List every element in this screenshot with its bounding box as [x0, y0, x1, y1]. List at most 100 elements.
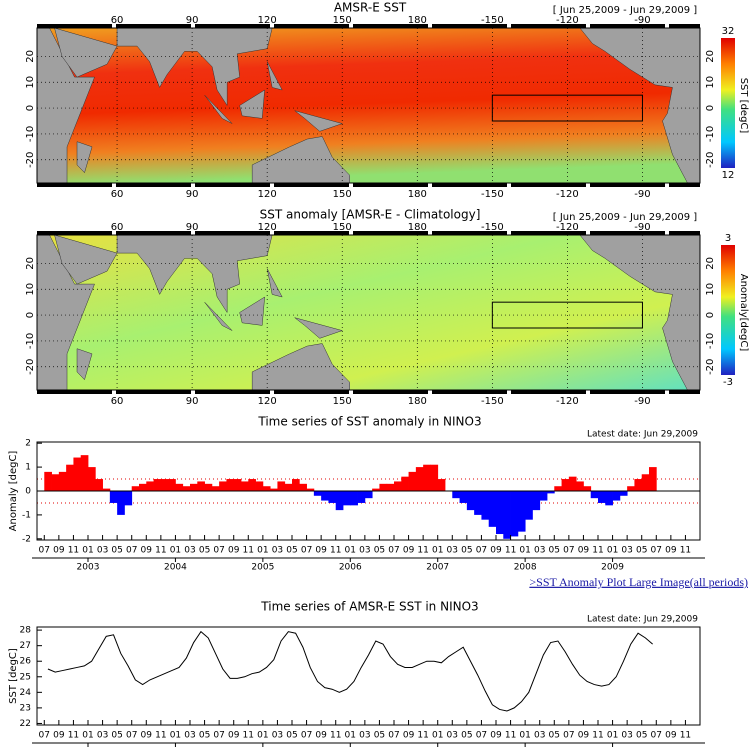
x-tick-label: 07: [563, 731, 574, 741]
anomaly-bar: [481, 491, 490, 520]
x-tick-label: 09: [403, 546, 415, 556]
x-tick-label: 11: [417, 731, 428, 741]
x-tick-label: 01: [257, 731, 268, 741]
x-tick-label: 01: [519, 731, 530, 741]
anomaly-bar: [270, 488, 278, 491]
anomaly-bar: [284, 483, 293, 491]
map-field: [37, 28, 700, 183]
x-tick-label: 11: [243, 546, 254, 556]
y-tick-label: 23: [20, 703, 31, 713]
anomaly-bar: [503, 491, 511, 539]
lon-label: 150: [333, 396, 352, 407]
anomaly-bar: [168, 479, 176, 491]
lon-label: -120: [556, 396, 579, 407]
x-tick-label: 11: [592, 546, 603, 556]
x-tick-label: 05: [636, 546, 647, 556]
year-label: 2005: [251, 563, 274, 573]
lat-label: 0: [705, 312, 716, 318]
x-tick-label: 05: [461, 546, 472, 556]
x-tick-label: 03: [359, 731, 370, 741]
lon-label: 120: [258, 396, 277, 407]
x-tick-label: 01: [607, 546, 618, 556]
anomaly-bar: [474, 491, 482, 515]
anomaly-bar: [583, 486, 592, 491]
colorbar-label: SST [degC]: [738, 78, 749, 134]
x-tick-label: 09: [403, 731, 415, 741]
anomaly-bar: [415, 467, 424, 491]
lon-label: 180: [408, 396, 427, 407]
anomaly-bar: [131, 486, 140, 491]
x-tick-label: 03: [184, 546, 195, 556]
year-label: 2007: [426, 563, 449, 573]
anomaly-bar: [379, 483, 388, 491]
chart-title: Time series of AMSR-E SST in NINO3: [260, 600, 478, 614]
anomaly-bar: [612, 491, 621, 501]
anomaly-bar: [299, 483, 307, 491]
x-tick-label: 09: [228, 731, 240, 741]
lat-label: 0: [25, 105, 36, 111]
link-text[interactable]: >SST Anomaly Plot Large Image(all period…: [529, 575, 748, 589]
lat-label: -10: [705, 333, 716, 349]
y-tick-label: 22: [20, 719, 31, 729]
y-tick-label: 27: [20, 641, 31, 651]
lon-label: -90: [634, 222, 650, 233]
anomaly-bar: [175, 483, 184, 491]
anomaly-bar: [335, 491, 344, 511]
x-tick-label: 01: [170, 546, 181, 556]
x-tick-label: 11: [155, 731, 166, 741]
y-tick-label: 1: [25, 463, 31, 473]
lon-label: 90: [186, 15, 199, 26]
anomaly-bar: [605, 491, 613, 506]
anomaly-bar: [634, 479, 643, 491]
x-tick-label: 07: [651, 546, 662, 556]
x-tick-label: 09: [490, 546, 502, 556]
lon-label: -150: [481, 189, 504, 200]
x-tick-label: 07: [126, 731, 137, 741]
x-tick-label: 11: [68, 731, 79, 741]
anomaly-bar: [510, 491, 519, 537]
lon-label: -90: [634, 396, 650, 407]
x-tick-label: 05: [111, 546, 122, 556]
y-tick-label: 24: [20, 688, 32, 698]
land: [116, 27, 273, 107]
latest-date: Latest date: Jun 29,2009: [587, 615, 698, 625]
lat-label: 20: [25, 257, 36, 270]
x-tick-label: 03: [621, 731, 632, 741]
nino3-box: [491, 94, 643, 122]
lat-label: 10: [705, 76, 716, 89]
anomaly-bar: [517, 491, 526, 532]
y-tick-label: 26: [20, 657, 32, 667]
land: [239, 89, 265, 119]
anomaly-bar: [627, 486, 635, 491]
land: [294, 317, 344, 339]
lon-label: -90: [634, 189, 650, 200]
anomaly-bar: [58, 471, 67, 491]
land: [266, 61, 283, 91]
x-tick-label: 01: [257, 546, 268, 556]
x-tick-label: 03: [97, 731, 108, 741]
x-tick-label: 09: [53, 546, 65, 556]
anomaly-bar: [321, 491, 329, 501]
colorbar-max: 32: [722, 26, 735, 37]
x-tick-label: 05: [636, 731, 647, 741]
x-tick-label: 09: [141, 731, 153, 741]
anomaly-bar: [554, 486, 562, 491]
large-image-link[interactable]: >SST Anomaly Plot Large Image(all period…: [529, 575, 748, 589]
anomaly-bar: [241, 481, 249, 491]
anomaly-bar: [211, 486, 220, 491]
anomaly-bar: [350, 491, 358, 506]
x-tick-label: 07: [301, 546, 312, 556]
x-tick-label: 01: [82, 731, 93, 741]
anomaly-bar: [408, 471, 417, 491]
lat-label: 0: [25, 312, 36, 318]
land: [294, 110, 344, 132]
lon-label: 180: [408, 189, 427, 200]
anomaly-bar: [102, 488, 111, 491]
x-tick-label: 07: [213, 546, 224, 556]
x-tick-label: 09: [315, 731, 327, 741]
lon-label: 60: [111, 396, 124, 407]
anomaly-bar: [255, 481, 264, 491]
anomaly-bar: [619, 491, 628, 496]
x-tick-label: 05: [549, 546, 560, 556]
